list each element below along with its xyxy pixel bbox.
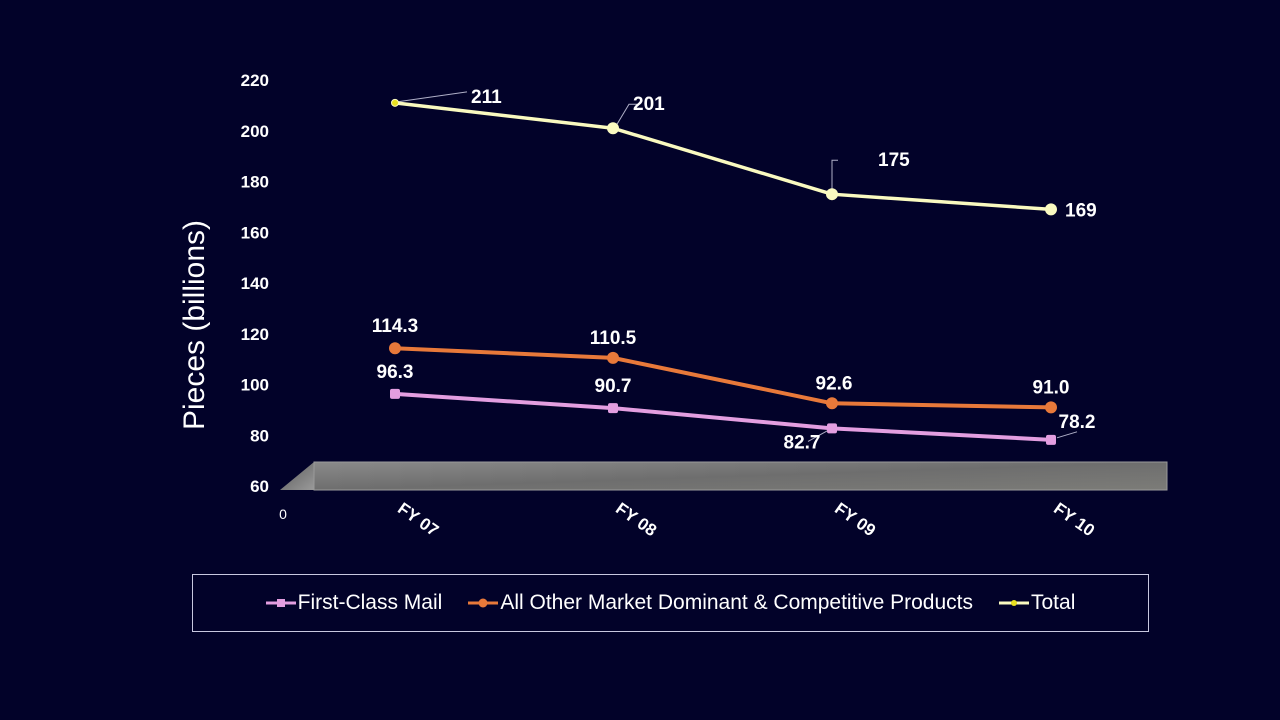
y-tick-label: 60: [250, 477, 269, 496]
series-line-1: [394, 346, 1052, 410]
legend-item-first-class-mail[interactable]: First-Class Mail: [265, 591, 443, 615]
y-tick-label: 200: [241, 122, 269, 141]
data-point[interactable]: [607, 122, 619, 135]
x-tick-label: FY 10: [1050, 499, 1098, 540]
legend-item-other-products[interactable]: All Other Market Dominant & Competitive …: [468, 591, 973, 615]
legend-marker-circle-icon: [999, 600, 1029, 606]
x-tick-label: FY 07: [394, 499, 442, 540]
x-tick-label: FY 09: [831, 499, 879, 540]
chart-floor: [313, 461, 1168, 491]
y-tick-label: 180: [241, 173, 269, 192]
data-label-leader-line: [616, 103, 637, 125]
y-tick-label: 220: [241, 71, 269, 90]
y-axis-label: Pieces (billions): [178, 220, 211, 430]
data-label: 96.3: [377, 362, 414, 383]
data-point[interactable]: [1045, 401, 1057, 414]
legend-label: All Other Market Dominant & Competitive …: [500, 591, 973, 614]
series-line-2: [394, 101, 1052, 212]
data-point[interactable]: [1045, 203, 1057, 216]
legend-marker-circle-icon: [468, 598, 499, 608]
data-label: 92.6: [816, 373, 853, 394]
data-label: 91.0: [1033, 377, 1070, 398]
data-label-leader-line: [396, 91, 468, 103]
data-label: 211: [471, 87, 502, 108]
data-label: 175: [878, 150, 910, 171]
y-tick-label: 140: [241, 274, 269, 293]
data-label: 82.7: [784, 432, 821, 453]
data-point[interactable]: [390, 388, 400, 399]
data-point[interactable]: [1046, 434, 1056, 445]
data-label: 90.7: [595, 376, 632, 397]
legend-item-total[interactable]: Total: [999, 591, 1075, 615]
data-point[interactable]: [826, 188, 838, 201]
data-label-leader-line: [831, 159, 838, 191]
legend-label: First-Class Mail: [297, 591, 443, 614]
data-point[interactable]: [389, 342, 401, 355]
floor-zero-label: 0: [279, 506, 287, 522]
y-tick-label: 120: [241, 325, 269, 344]
data-label: 78.2: [1059, 412, 1096, 433]
data-point[interactable]: [827, 423, 837, 434]
data-label-leader-line: [1056, 431, 1078, 439]
data-point[interactable]: [826, 397, 838, 410]
data-label: 201: [633, 94, 665, 115]
y-tick-label: 100: [241, 376, 269, 395]
legend-label: Total: [1031, 591, 1076, 614]
data-label: 110.5: [590, 328, 637, 349]
data-label: 114.3: [372, 316, 419, 337]
data-label-leader-line: [807, 429, 829, 442]
line-chart: Pieces (billions) 0 60 80 100 120 140 160 180 2…: [178, 71, 1168, 540]
data-point[interactable]: [607, 351, 619, 364]
x-tick-label: FY 08: [612, 499, 660, 540]
y-tick-label: 80: [250, 426, 269, 445]
y-tick-label: 160: [241, 223, 269, 242]
data-point[interactable]: [391, 98, 399, 107]
legend-marker-square-icon: [265, 599, 296, 607]
chart-floor-side: [280, 462, 314, 490]
data-label: 169: [1065, 200, 1097, 221]
series-line-0: [394, 391, 1052, 442]
data-point[interactable]: [608, 403, 618, 414]
chart-legend: First-Class Mail All Other Market Domina…: [192, 574, 1149, 632]
